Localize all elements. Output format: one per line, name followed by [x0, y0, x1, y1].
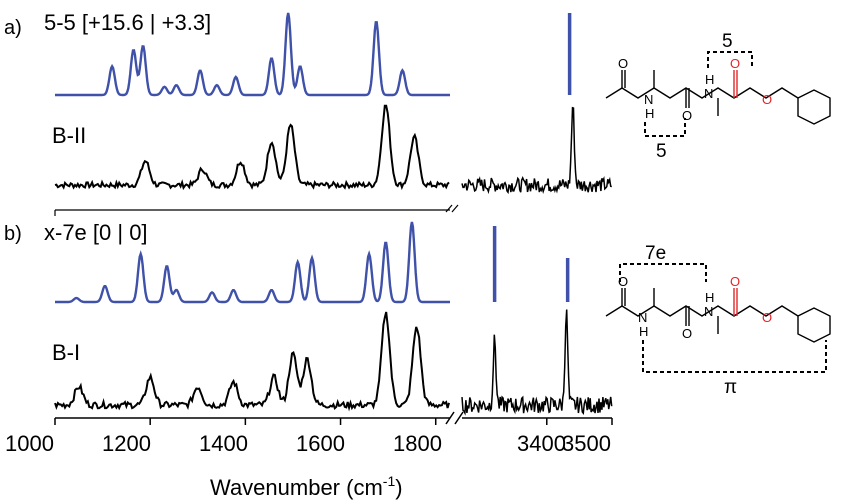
- axis-break-mark-3: [445, 204, 453, 213]
- atom-o-4: O: [682, 326, 692, 341]
- panel-a-exp-label: B-II: [52, 123, 86, 148]
- hbond-label-a-bottom: 5: [656, 141, 667, 162]
- spectrum-b-exp-left: [54, 311, 450, 412]
- hbond-label-b-bottom: π: [724, 377, 737, 398]
- atom-h-2: H: [705, 72, 714, 87]
- tick-label-1800: 1800: [393, 431, 442, 456]
- spectrum-a-calc-left: [55, 12, 450, 97]
- axis-break-mark-2: [454, 411, 464, 425]
- atom-o-2: O: [682, 108, 692, 123]
- atom-o-red-1: O: [730, 56, 740, 71]
- panel-a-letter: a): [4, 17, 22, 39]
- panel-b-exp-label: B-I: [52, 340, 80, 365]
- tick-label-1600: 1600: [296, 431, 345, 456]
- hbond-bracket-a: [644, 51, 753, 137]
- spectrum-a-exp-left: [54, 104, 450, 191]
- atom-o-red-4: O: [762, 310, 772, 325]
- atom-n-4: N: [704, 304, 713, 319]
- atom-o-red-2: O: [762, 92, 772, 107]
- molecule-structure-a: [605, 70, 831, 125]
- axis-break-mark-1: [445, 411, 455, 425]
- tick-label-3500: 3500: [562, 431, 611, 456]
- molecule-structure-b: [605, 288, 831, 343]
- atom-o-3: O: [618, 274, 628, 289]
- spectrum-a-exp-right: [461, 106, 613, 195]
- atom-n-2: N: [704, 86, 713, 101]
- hbond-bracket-b: [619, 263, 827, 373]
- tick-label-1000: 1000: [5, 431, 54, 456]
- spectrum-b-calc-left: [55, 221, 450, 304]
- tick-label-1400: 1400: [199, 431, 248, 456]
- hbond-label-b-top: 7e: [645, 243, 666, 264]
- atom-h-3: H: [639, 324, 648, 339]
- atom-n-3: N: [638, 310, 647, 325]
- x-axis-title: Wavenumber (cm-1): [210, 473, 403, 500]
- hbond-label-a-top: 5: [722, 31, 733, 52]
- atom-h-4: H: [705, 290, 714, 305]
- spectra-group: [54, 12, 613, 416]
- atom-o-red-3: O: [730, 274, 740, 289]
- spectrum-b-exp-right: [461, 309, 613, 416]
- tick-label-3400: 3400: [517, 431, 566, 456]
- panel-a-calc-label: 5-5 [+15.6 | +3.3]: [44, 10, 211, 35]
- panel-b-calc-label: x-7e [0 | 0]: [44, 220, 148, 245]
- axis-break-mark-4: [451, 204, 459, 213]
- panel-b-letter: b): [4, 223, 22, 245]
- tick-label-1200: 1200: [102, 431, 151, 456]
- x-axis-ticks: [54, 418, 613, 425]
- atom-nh-1: N: [644, 92, 653, 107]
- atom-h-1: H: [645, 106, 654, 121]
- atom-o-1: O: [618, 56, 628, 71]
